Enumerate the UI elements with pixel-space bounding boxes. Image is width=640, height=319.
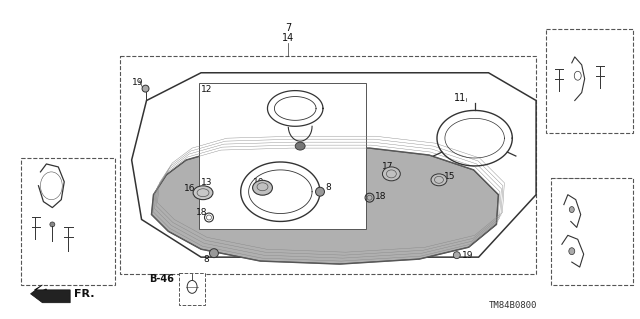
Bar xyxy=(20,158,115,285)
Bar xyxy=(120,56,536,274)
Text: 18: 18 xyxy=(196,208,207,217)
Text: 1: 1 xyxy=(548,105,554,115)
Text: 8: 8 xyxy=(203,255,209,264)
Text: 20: 20 xyxy=(29,210,39,219)
Ellipse shape xyxy=(570,207,574,212)
Text: 8: 8 xyxy=(325,183,331,192)
Text: 2: 2 xyxy=(586,180,592,190)
Text: 16: 16 xyxy=(184,184,196,193)
Text: 4: 4 xyxy=(548,31,554,41)
Bar xyxy=(551,178,633,285)
Text: 18: 18 xyxy=(374,192,386,201)
Text: 13: 13 xyxy=(201,178,212,187)
Ellipse shape xyxy=(295,142,305,150)
Text: 9: 9 xyxy=(575,53,580,62)
Text: TM84B0800: TM84B0800 xyxy=(488,301,537,310)
Polygon shape xyxy=(152,148,499,264)
Text: 20: 20 xyxy=(69,246,80,255)
Text: 17: 17 xyxy=(381,162,393,171)
Text: 14: 14 xyxy=(282,33,294,43)
Ellipse shape xyxy=(193,186,213,200)
Ellipse shape xyxy=(209,249,218,258)
Text: ·9: ·9 xyxy=(47,216,54,225)
Text: 10: 10 xyxy=(253,178,264,187)
Text: 20: 20 xyxy=(595,53,605,62)
Ellipse shape xyxy=(569,248,575,255)
Bar xyxy=(199,83,365,229)
Text: 20: 20 xyxy=(564,192,575,201)
Text: 7: 7 xyxy=(285,23,291,33)
Text: B-46: B-46 xyxy=(150,274,174,284)
Ellipse shape xyxy=(50,222,55,227)
Text: 12: 12 xyxy=(201,85,212,94)
Text: 20: 20 xyxy=(60,223,70,233)
Text: 11: 11 xyxy=(454,93,466,103)
Text: 5: 5 xyxy=(586,190,592,200)
Text: 20: 20 xyxy=(548,53,559,62)
Bar xyxy=(179,273,205,305)
Ellipse shape xyxy=(431,174,447,186)
Text: 6: 6 xyxy=(22,170,29,180)
Text: 15: 15 xyxy=(444,172,456,181)
Bar xyxy=(546,29,633,133)
Ellipse shape xyxy=(142,85,149,92)
Text: 20: 20 xyxy=(564,261,575,270)
Text: 3: 3 xyxy=(22,160,29,170)
Text: FR.: FR. xyxy=(74,289,95,299)
Ellipse shape xyxy=(383,167,400,181)
Polygon shape xyxy=(31,285,70,303)
Ellipse shape xyxy=(453,252,460,259)
Text: 19: 19 xyxy=(461,251,473,260)
Ellipse shape xyxy=(253,180,273,195)
Text: 19: 19 xyxy=(132,78,143,87)
Ellipse shape xyxy=(316,187,324,196)
